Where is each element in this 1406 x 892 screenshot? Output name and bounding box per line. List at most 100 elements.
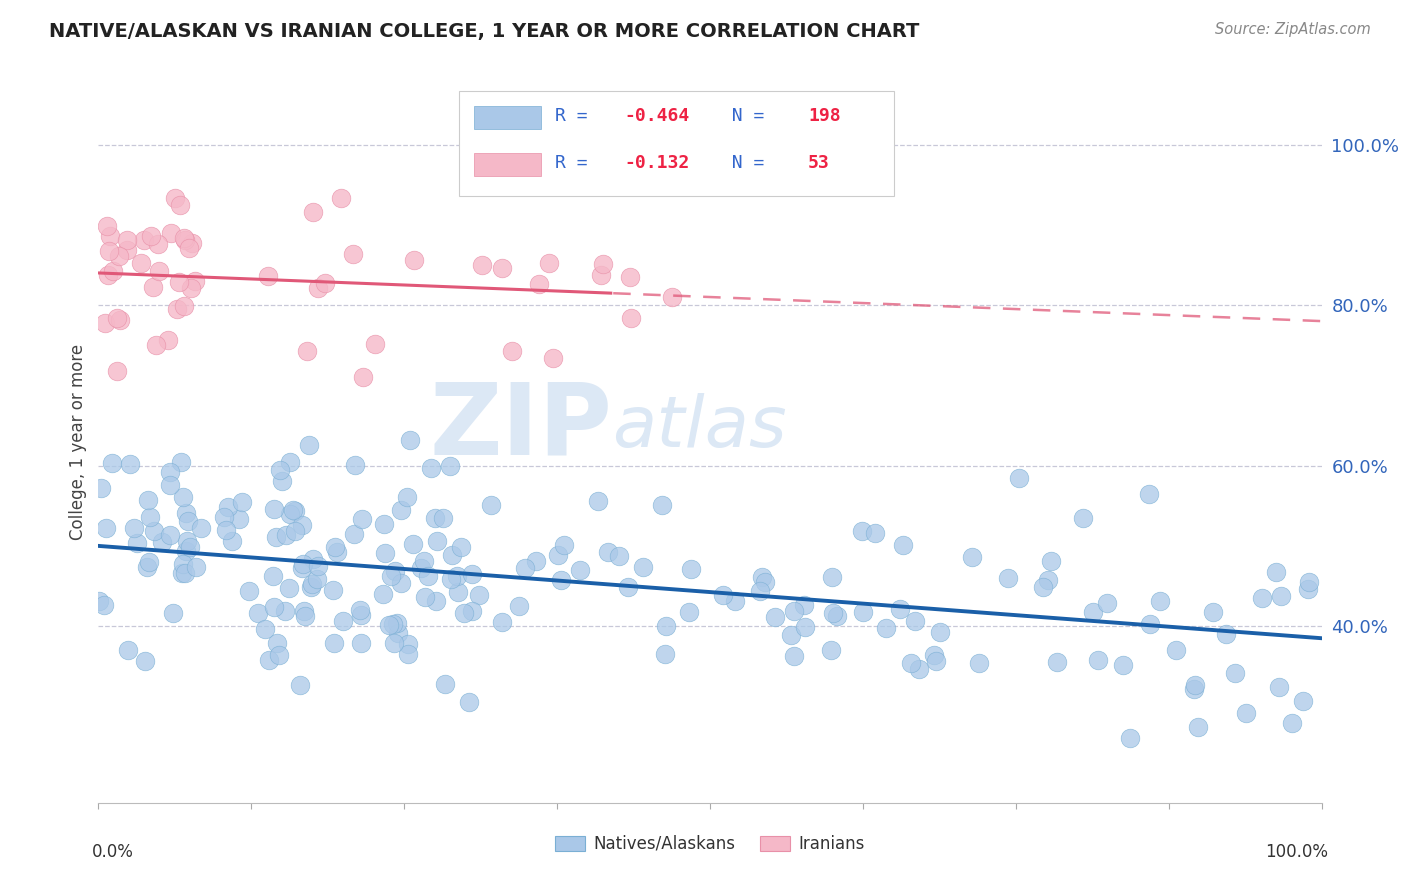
Point [1296, 582, 1319, 597]
Point [1201, 605, 1223, 619]
Point [162, 606, 184, 620]
Point [172, 490, 194, 504]
Point [440, 573, 463, 587]
Point [184, 274, 207, 288]
Point [125, 536, 148, 550]
FancyBboxPatch shape [460, 91, 893, 196]
Point [124, 521, 146, 535]
Text: R =: R = [555, 107, 598, 125]
Point [173, 231, 195, 245]
Point [413, 553, 436, 567]
Point [332, 615, 354, 629]
Point [678, 606, 700, 620]
Point [145, 338, 167, 352]
Point [907, 662, 929, 676]
Point [1039, 554, 1062, 568]
Point [395, 490, 418, 504]
Point [793, 599, 815, 613]
Point [101, 456, 124, 470]
Point [1112, 657, 1135, 672]
Point [1251, 591, 1274, 605]
Point [231, 495, 253, 509]
Point [420, 460, 443, 475]
Point [136, 559, 159, 574]
Point [274, 604, 297, 618]
Point [681, 562, 703, 576]
Point [863, 526, 886, 541]
Point [118, 457, 141, 471]
Point [292, 604, 315, 618]
Point [93, 316, 115, 330]
Point [655, 619, 678, 633]
Point [1095, 597, 1118, 611]
Point [343, 527, 366, 541]
Point [322, 636, 344, 650]
Point [900, 656, 922, 670]
FancyBboxPatch shape [474, 153, 541, 177]
Point [1032, 580, 1054, 594]
Point [713, 588, 735, 602]
Point [763, 610, 786, 624]
Point [307, 280, 329, 294]
Text: N =: N = [710, 154, 775, 172]
Point [90, 481, 112, 495]
Point [426, 533, 449, 548]
Point [96, 219, 118, 233]
Point [1281, 715, 1303, 730]
Point [266, 636, 288, 650]
Point [794, 620, 817, 634]
Point [107, 311, 129, 326]
Point [1182, 682, 1205, 697]
Point [274, 528, 297, 542]
Point [501, 344, 523, 359]
Point [389, 503, 412, 517]
Point [131, 256, 153, 270]
Point [262, 569, 284, 583]
Point [960, 549, 983, 564]
Point [269, 648, 291, 662]
Point [269, 463, 291, 477]
Point [461, 567, 484, 582]
Point [307, 573, 329, 587]
Point [387, 625, 409, 640]
Text: 100.0%: 100.0% [1265, 843, 1327, 861]
Point [323, 540, 346, 554]
Point [925, 654, 948, 668]
Point [967, 657, 990, 671]
Point [174, 566, 197, 580]
Point [875, 621, 897, 635]
Point [1187, 720, 1209, 734]
Point [157, 333, 180, 347]
Point [508, 599, 530, 613]
Point [654, 647, 676, 661]
Point [342, 246, 364, 260]
Point [607, 549, 630, 563]
Point [1166, 643, 1188, 657]
Point [221, 533, 243, 548]
Point [1046, 656, 1069, 670]
Point [783, 649, 806, 664]
Point [159, 226, 181, 240]
Point [1071, 510, 1094, 524]
FancyBboxPatch shape [474, 105, 541, 128]
Point [142, 280, 165, 294]
Point [105, 364, 128, 378]
Point [343, 458, 366, 473]
Point [169, 454, 191, 468]
Point [724, 594, 747, 608]
Text: NATIVE/ALASKAN VS IRANIAN COLLEGE, 1 YEAR OR MORE CORRELATION CHART: NATIVE/ALASKAN VS IRANIAN COLLEGE, 1 YEA… [49, 22, 920, 41]
Point [598, 544, 620, 558]
Point [997, 571, 1019, 585]
Point [439, 459, 461, 474]
Point [263, 600, 285, 615]
Point [851, 524, 873, 538]
Point [928, 624, 950, 639]
Point [423, 510, 446, 524]
Point [117, 643, 139, 657]
Point [163, 191, 186, 205]
Text: ZIP: ZIP [429, 378, 612, 475]
Point [174, 234, 197, 248]
Point [352, 512, 374, 526]
Point [254, 622, 277, 636]
Point [1298, 575, 1320, 590]
